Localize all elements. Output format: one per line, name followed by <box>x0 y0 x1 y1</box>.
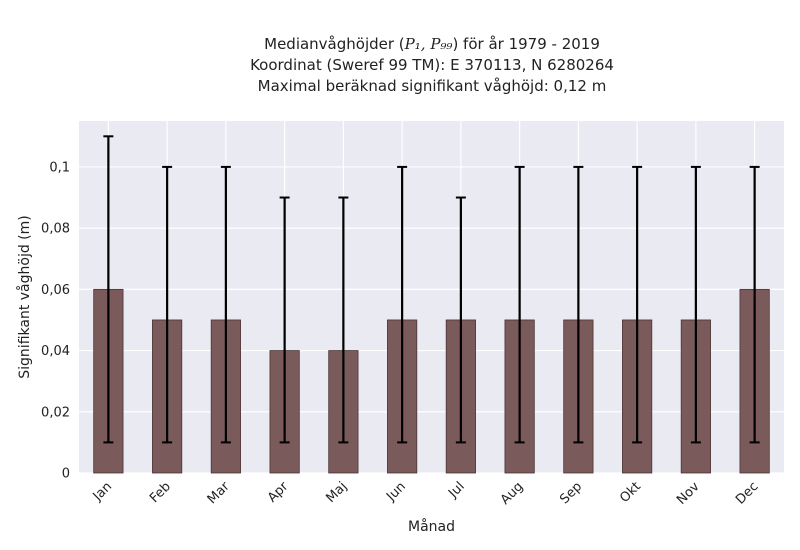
y-tick-label: 0 <box>62 467 70 482</box>
x-axis-label: Månad <box>408 518 455 535</box>
x-tick-label: Maj <box>323 479 350 506</box>
error-bar-feb <box>162 165 173 444</box>
title-line-2: Koordinat (Sweref 99 TM): E 370113, N 62… <box>250 56 614 74</box>
error-bar-jul <box>455 196 466 444</box>
y-tick-label: 0,04 <box>41 344 70 359</box>
title-line-3: Maximal beräknad signifikant våghöjd: 0,… <box>257 77 607 95</box>
plot-area <box>79 121 784 473</box>
x-tick-label: Mar <box>205 479 233 507</box>
chart-title: Medianvåghöjder (P₁, P₉₉) för år 1979 - … <box>80 34 784 97</box>
error-bar-sep <box>573 165 584 444</box>
x-ticks: Jan Feb Mar Apr Maj Jun Jul Aug Sep Okt Nov Dec <box>90 479 762 508</box>
y-ticks: 0 0,02 0,04 0,06 0,08 0,1 <box>41 160 70 481</box>
x-tick-label: Jan <box>90 479 115 504</box>
error-bars <box>103 135 760 444</box>
error-bar-dec <box>749 165 760 444</box>
x-tick-label: Dec <box>733 479 761 507</box>
error-bar-maj <box>338 196 349 444</box>
x-tick-label: Okt <box>617 479 644 506</box>
error-bar-aug <box>514 165 525 444</box>
error-bar-apr <box>279 196 290 444</box>
title-line-1: Medianvåghöjder (P₁, P₉₉) för år 1979 - … <box>264 35 600 53</box>
x-tick-label: Apr <box>265 479 292 506</box>
x-tick-label: Feb <box>147 479 174 506</box>
y-tick-label: 0,02 <box>41 405 70 420</box>
error-bar-jan <box>103 135 114 444</box>
x-tick-label: Sep <box>557 479 585 507</box>
error-bar-okt <box>632 165 643 444</box>
x-tick-label: Aug <box>498 479 527 508</box>
y-tick-label: 0,08 <box>41 222 70 237</box>
x-tick-label: Jun <box>383 479 409 505</box>
error-bar-nov <box>690 165 701 444</box>
error-bar-mar <box>220 165 231 444</box>
y-axis-label: Signifikant våghöjd (m) <box>16 215 33 378</box>
x-tick-label: Jul <box>445 479 467 501</box>
error-bar-jun <box>397 165 408 444</box>
x-tick-label: Nov <box>674 479 703 508</box>
y-tick-label: 0,06 <box>41 283 70 298</box>
y-tick-label: 0,1 <box>49 160 70 175</box>
